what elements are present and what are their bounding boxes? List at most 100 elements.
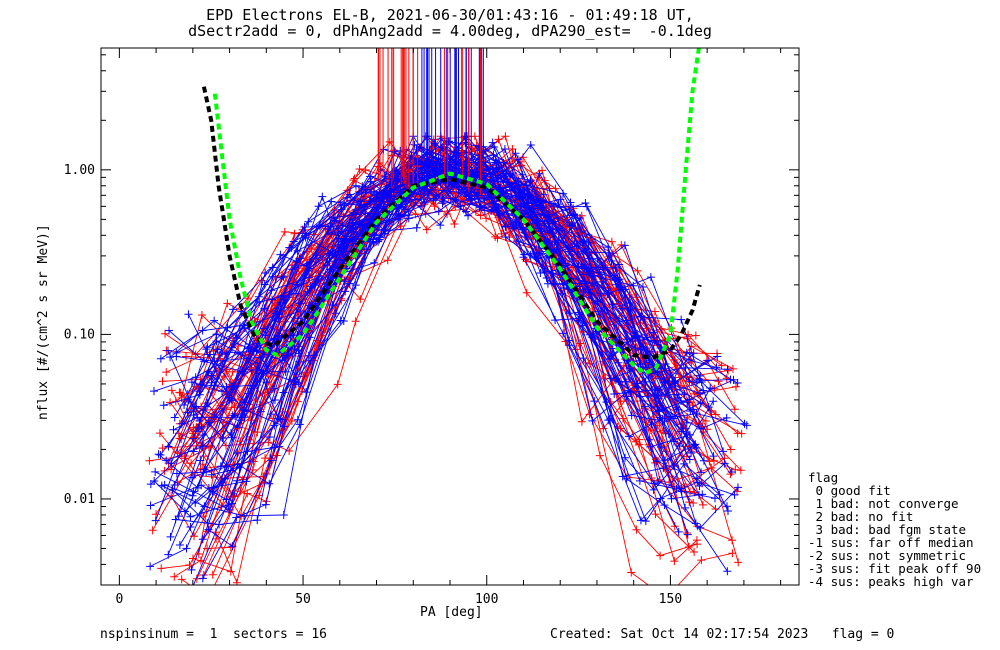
plus-marker xyxy=(654,394,663,403)
plus-marker xyxy=(585,410,594,419)
plus-marker xyxy=(438,194,447,203)
plus-marker xyxy=(526,141,535,150)
plus-marker xyxy=(722,413,731,422)
plus-marker xyxy=(480,195,489,204)
plus-marker xyxy=(204,594,212,602)
plus-marker xyxy=(542,253,551,262)
plus-marker xyxy=(240,511,249,520)
plus-marker xyxy=(566,198,575,207)
plus-marker xyxy=(350,174,359,183)
plus-marker xyxy=(230,339,239,348)
plus-marker xyxy=(589,328,598,337)
plus-marker xyxy=(480,206,489,215)
plus-marker xyxy=(339,243,348,252)
plus-marker xyxy=(519,153,528,162)
plus-marker xyxy=(650,307,659,316)
plus-marker xyxy=(375,233,384,242)
plus-marker xyxy=(193,483,202,492)
plus-marker xyxy=(551,184,560,193)
plus-marker xyxy=(683,398,692,407)
plus-marker xyxy=(328,301,337,310)
plus-marker xyxy=(356,295,365,304)
plus-marker xyxy=(151,516,160,525)
plus-marker xyxy=(670,414,679,423)
plus-marker xyxy=(622,335,631,344)
plus-marker xyxy=(522,180,531,189)
plus-marker xyxy=(535,169,544,178)
plus-marker xyxy=(632,525,641,534)
plus-marker xyxy=(265,479,274,488)
plus-marker xyxy=(292,257,301,266)
plus-marker xyxy=(218,348,227,357)
plus-marker xyxy=(636,516,645,525)
plus-marker xyxy=(186,512,195,521)
plus-marker xyxy=(732,382,741,391)
plus-marker xyxy=(501,233,510,242)
plus-marker xyxy=(456,202,465,211)
plus-marker xyxy=(699,456,708,465)
plus-marker xyxy=(146,562,155,571)
plus-marker xyxy=(684,330,693,339)
plus-marker xyxy=(430,202,439,211)
distribution-line xyxy=(166,178,694,491)
plus-marker xyxy=(556,195,565,204)
plus-marker xyxy=(500,145,509,154)
plus-marker xyxy=(536,268,545,277)
plus-marker xyxy=(608,351,617,360)
plus-marker xyxy=(410,140,419,149)
distribution-line xyxy=(196,146,722,394)
plus-marker xyxy=(225,393,234,402)
plus-marker xyxy=(193,427,202,436)
plus-marker xyxy=(724,366,733,375)
plus-marker xyxy=(345,279,354,288)
plus-marker xyxy=(656,551,665,560)
plus-marker xyxy=(734,558,743,567)
plus-marker xyxy=(203,544,212,553)
plus-marker xyxy=(314,202,323,211)
plus-marker xyxy=(361,165,370,174)
plus-marker xyxy=(653,456,662,465)
plus-marker xyxy=(694,490,703,499)
plus-marker xyxy=(415,143,424,152)
plus-marker xyxy=(696,389,705,398)
plus-marker xyxy=(494,135,503,144)
plus-marker xyxy=(184,310,193,319)
plus-marker xyxy=(174,512,183,521)
plus-marker xyxy=(464,211,473,220)
plus-marker xyxy=(351,210,360,219)
plus-marker xyxy=(492,164,501,173)
plus-marker xyxy=(687,449,696,458)
plus-marker xyxy=(422,225,431,234)
distribution-line xyxy=(170,135,701,464)
plus-marker xyxy=(575,213,584,222)
plus-marker xyxy=(635,476,644,485)
plus-marker xyxy=(640,402,649,411)
plus-marker xyxy=(279,511,288,520)
plus-marker xyxy=(268,263,277,272)
plus-marker xyxy=(267,286,276,295)
plus-marker xyxy=(336,316,345,325)
plus-marker xyxy=(145,456,154,465)
plus-marker xyxy=(653,407,662,416)
plus-marker xyxy=(526,177,535,186)
plus-marker xyxy=(696,371,705,380)
plus-marker xyxy=(579,287,588,296)
plus-marker xyxy=(329,213,338,222)
plus-marker xyxy=(383,256,392,265)
plus-marker xyxy=(184,594,192,602)
plus-marker xyxy=(159,401,168,410)
plus-marker xyxy=(685,355,694,364)
plus-marker xyxy=(588,416,597,425)
plus-marker xyxy=(183,408,192,417)
plus-marker xyxy=(228,433,237,442)
plus-marker xyxy=(631,437,640,446)
plus-marker xyxy=(302,388,311,397)
plus-marker xyxy=(626,298,635,307)
plus-marker xyxy=(608,300,617,309)
plus-marker xyxy=(581,198,590,207)
plus-marker xyxy=(560,283,569,292)
plus-marker xyxy=(511,149,520,158)
plus-marker xyxy=(627,568,636,577)
plus-marker xyxy=(276,415,285,424)
